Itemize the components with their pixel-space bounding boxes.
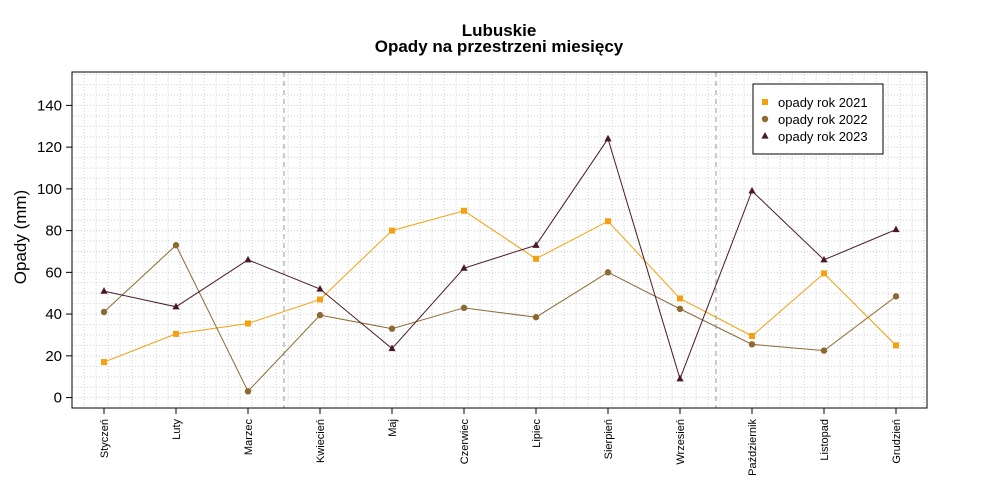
legend-box [752, 83, 884, 155]
y-tick-label: 80 [45, 223, 62, 240]
data-point [461, 207, 467, 214]
data-point [604, 269, 612, 276]
legend: opady rok 2021 opady rok 2022 opady rok 20… [752, 83, 884, 155]
x-tick-label: Listopad [819, 419, 831, 461]
data-point [388, 325, 396, 332]
data-point [245, 320, 251, 327]
data-point [173, 330, 179, 337]
grid-lines [72, 72, 927, 408]
data-point [604, 134, 612, 142]
y-tick-label: 20 [45, 348, 62, 365]
plot-frame [71, 71, 928, 409]
x-tick-label: Sierpień [603, 419, 615, 459]
data-point [100, 287, 108, 294]
x-tick-label: Styczeń [99, 419, 111, 458]
legend-label: opady rok 2021 [778, 95, 868, 110]
data-series [100, 134, 900, 395]
data-point [460, 304, 468, 312]
x-tick-label: Październik [747, 419, 759, 476]
data-point [820, 347, 828, 354]
series-3 [100, 134, 900, 382]
data-point [532, 241, 540, 248]
x-tick-label: Grudzień [891, 419, 903, 464]
data-point [677, 295, 683, 302]
data-point [101, 359, 107, 366]
data-point [317, 296, 323, 303]
data-point [820, 255, 828, 263]
y-tick-label: 120 [37, 139, 62, 156]
data-point [748, 186, 756, 194]
legend-marker [761, 132, 769, 139]
data-point [316, 311, 324, 319]
y-tick-label: 140 [37, 97, 62, 114]
x-tick-label: Lipiec [531, 419, 543, 448]
y-tick-label: 0 [54, 390, 62, 407]
data-point [316, 285, 324, 292]
series-line [103, 210, 897, 363]
data-point [388, 344, 396, 352]
series-line [103, 137, 897, 381]
data-point [533, 255, 539, 262]
series-1 [101, 207, 899, 366]
x-tick-label: Maj [387, 419, 399, 437]
x-tick-label: Luty [171, 419, 183, 440]
chart-subtitle: Opady na przestrzeni miesięcy [375, 37, 624, 56]
data-point [749, 333, 755, 339]
data-point [244, 255, 252, 263]
legend-marker [761, 115, 769, 123]
data-point [748, 341, 756, 348]
legend-marker [762, 99, 768, 105]
data-point [244, 388, 252, 395]
axes: 0 20 40 60 80 100 120 140 Styczeń Luty Marzec Kwiec… [37, 97, 903, 475]
data-point [172, 242, 180, 249]
season-dividers [283, 72, 717, 408]
chart-title: Lubuskie [462, 21, 537, 40]
x-tick-label: Marzec [243, 419, 255, 456]
data-point [605, 218, 611, 225]
data-point [172, 302, 180, 310]
data-point [389, 227, 395, 234]
data-point [892, 293, 900, 300]
y-axis-label: Opady (mm) [11, 190, 30, 284]
x-tick-label: Kwiecień [315, 419, 327, 463]
data-point [892, 225, 900, 233]
data-point [676, 374, 684, 382]
data-point [821, 270, 827, 277]
y-tick-label: 40 [45, 306, 62, 323]
y-tick-label: 100 [37, 181, 62, 198]
y-tick-label: 60 [45, 264, 62, 281]
series-line [103, 244, 897, 393]
legend-label: opady rok 2023 [778, 129, 868, 144]
legend-label: opady rok 2022 [778, 112, 868, 127]
data-point [532, 314, 540, 321]
data-point [676, 305, 684, 313]
series-2 [100, 242, 900, 395]
data-point [893, 342, 899, 349]
data-point [100, 308, 108, 316]
x-tick-label: Wrzesień [675, 419, 687, 465]
x-tick-label: Czerwiec [459, 419, 471, 465]
data-point [460, 264, 468, 271]
